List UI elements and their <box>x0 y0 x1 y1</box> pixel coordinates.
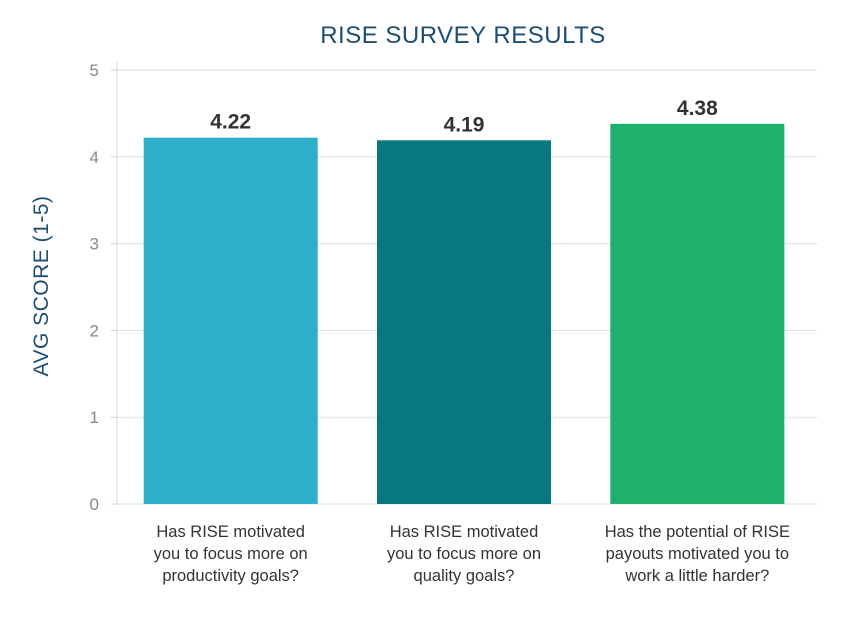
y-tick-label: 3 <box>90 235 99 254</box>
x-tick-label: work a little harder? <box>624 567 769 585</box>
x-tick-label: quality goals? <box>414 567 515 585</box>
data-label: 4.19 <box>444 113 485 136</box>
y-tick-label: 5 <box>90 61 99 80</box>
value-labels: 4.22 4.19 4.38 <box>210 97 718 136</box>
y-tick-label: 1 <box>90 408 99 427</box>
y-tick-label: 0 <box>90 495 99 514</box>
data-label: 4.38 <box>677 97 718 120</box>
y-axis-ticks: 0 1 2 3 4 5 <box>90 61 117 514</box>
x-tick-label: Has RISE motivated <box>156 523 305 541</box>
bar <box>377 140 551 505</box>
x-tick-label: payouts motivated you to <box>606 545 789 563</box>
chart-title: RISE SURVEY RESULTS <box>320 22 606 49</box>
category-labels: Has RISE motivated you to focus more on pr… <box>154 523 790 585</box>
bar <box>610 123 785 504</box>
x-tick-label: productivity goals? <box>162 567 299 585</box>
bars <box>143 123 785 505</box>
x-tick-label: Has RISE motivated <box>390 523 539 541</box>
y-tick-label: 4 <box>90 148 99 167</box>
x-tick-label: you to focus more on <box>387 545 541 563</box>
y-axis-label: AVG SCORE (1-5) <box>30 196 53 377</box>
x-tick-label: you to focus more on <box>154 545 308 563</box>
bar <box>143 137 318 505</box>
x-tick-label: Has the potential of RISE <box>605 523 790 541</box>
y-tick-label: 2 <box>90 321 99 340</box>
data-label: 4.22 <box>210 111 251 134</box>
